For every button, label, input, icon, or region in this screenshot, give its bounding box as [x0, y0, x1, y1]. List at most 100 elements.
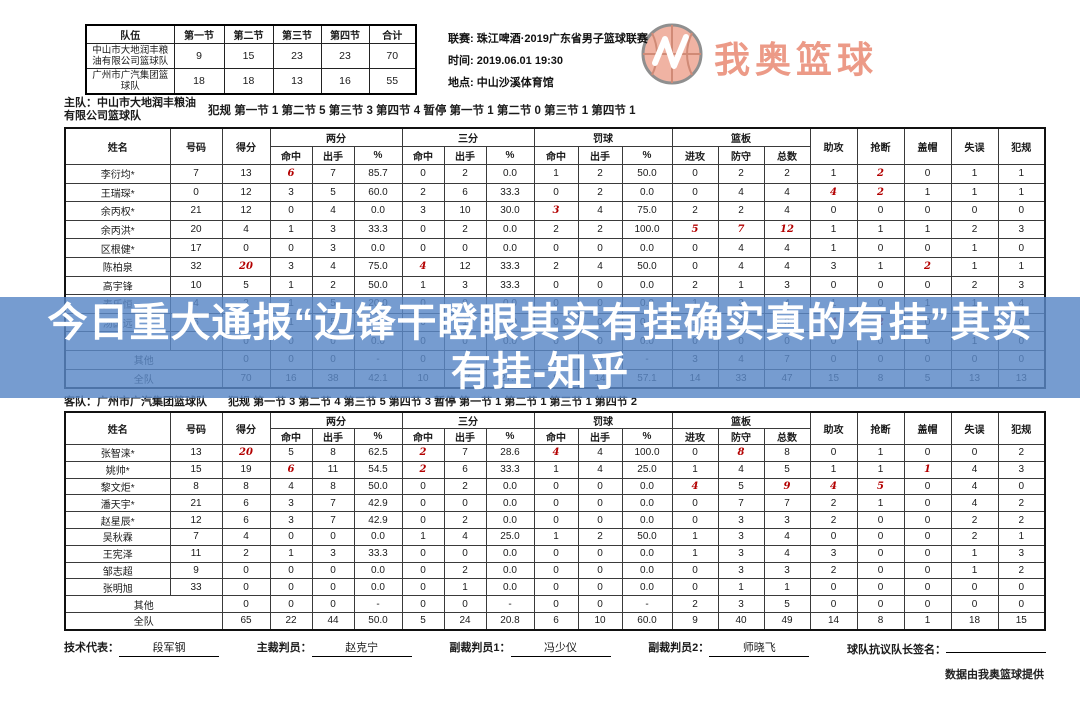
stat-cell: 7: [443, 444, 487, 462]
stat-cell: 4: [809, 182, 858, 203]
col-header-team: 队伍: [85, 24, 175, 44]
stat-cell: 0: [577, 511, 623, 529]
stat-cell: 0.0: [485, 578, 535, 597]
stat-cell: 0: [533, 494, 579, 513]
col-header-ft-pct: %: [621, 428, 673, 445]
stat-cell: 15: [169, 460, 223, 479]
player-name-cell: 潘天宇*: [64, 494, 171, 513]
stat-cell: 4: [269, 477, 313, 496]
stat-cell: 1: [809, 238, 858, 258]
stat-cell: 0: [997, 578, 1046, 597]
stat-cell: 20: [169, 219, 223, 240]
stat-cell: -: [621, 595, 673, 613]
stat-cell: 4: [671, 477, 719, 496]
stat-cell: 60.0: [621, 611, 673, 631]
stat-cell: 8: [169, 477, 223, 496]
stat-cell: 100.0: [621, 219, 673, 240]
stat-cell: 7: [311, 494, 355, 513]
away-team-header: 客队：广州市广汽集团篮球队 犯规 第一节 3 第二节 4 第三节 5 第四节 3…: [64, 393, 637, 409]
col-header-2p-made: 命中: [269, 146, 313, 165]
stat-cell: 5: [401, 611, 445, 631]
stat-cell: 2: [671, 595, 719, 613]
stat-cell: 0.0: [621, 494, 673, 513]
stat-cell: 2: [950, 527, 999, 546]
col-header-reb-off: 进攻: [671, 428, 719, 445]
stat-cell: 0: [903, 477, 952, 496]
stat-cell: 0: [401, 561, 445, 580]
stat-cell: 4: [763, 544, 811, 563]
signature-label: 球队抗议队长签名：: [847, 644, 946, 656]
stat-cell: 85.7: [353, 164, 403, 184]
stat-cell: 15: [997, 611, 1046, 631]
stat-cell: 0: [533, 238, 579, 258]
stat-cell: 0: [401, 595, 445, 613]
stat-cell: 0.0: [621, 275, 673, 296]
stat-cell: 1: [950, 164, 999, 184]
stat-cell: 0: [903, 201, 952, 221]
stat-cell: 3: [401, 201, 445, 221]
stat-cell: 0: [221, 595, 271, 613]
signature-item: 球队抗议队长签名：: [847, 641, 1046, 657]
stat-cell: 0: [221, 561, 271, 580]
col-header-steal: 抢断: [856, 127, 905, 165]
stat-cell: 17: [169, 238, 223, 258]
stat-cell: 0: [533, 544, 579, 563]
stat-cell: 75.0: [353, 256, 403, 277]
stat-cell: 5: [856, 477, 905, 496]
stats-header-row-1: 姓名 号码 得分 两分 三分 罚球 篮板 助攻 抢断 盖帽 失误 犯规: [64, 127, 1046, 165]
stat-cell: 2: [577, 164, 623, 184]
stat-cell: 62.5: [353, 444, 403, 462]
col-header-ft-made: 命中: [533, 428, 579, 445]
col-header-number: 号码: [169, 127, 223, 165]
stat-cell: 1: [401, 527, 445, 546]
col-header-foul: 犯规: [997, 411, 1046, 445]
stat-cell: 0: [997, 238, 1046, 258]
stat-cell: 0: [903, 164, 952, 184]
stat-cell: 0: [809, 444, 858, 462]
quarter-score-cell: 55: [368, 68, 417, 95]
stat-cell: 0.0: [485, 544, 535, 563]
stat-cell: 50.0: [353, 477, 403, 496]
stat-cell: 4: [221, 219, 271, 240]
stat-cell: 0: [533, 275, 579, 296]
player-row: 邹志超 9 0 0 0 0.0 0 2 0.0 0 0 0.0 0 3 3 2 0 0 1 2: [64, 561, 1046, 580]
stat-cell: 0: [671, 561, 719, 580]
stat-cell: 0.0: [621, 477, 673, 496]
stat-cell: 0: [443, 544, 487, 563]
stat-cell: 0: [401, 238, 445, 258]
stat-cell: 12: [443, 256, 487, 277]
signature-item: 主裁判员： 赵克宁: [257, 639, 412, 657]
venue-line: 地点: 中山沙溪体育馆: [448, 77, 554, 89]
stat-cell: 3: [997, 275, 1046, 296]
stat-cell: 9: [763, 477, 811, 496]
stat-cell: 2: [533, 219, 579, 240]
stat-cell: 1: [717, 578, 765, 597]
stat-cell: 5: [763, 595, 811, 613]
stat-cell: 3: [717, 544, 765, 563]
col-header-foul: 犯规: [997, 127, 1046, 165]
stat-cell: 0: [856, 201, 905, 221]
stat-cell: 0: [997, 201, 1046, 221]
stat-cell: 21: [169, 494, 223, 513]
col-header-reb-def: 防守: [717, 146, 765, 165]
stat-cell: 0: [443, 595, 487, 613]
stat-cell: 2: [311, 275, 355, 296]
stat-cell: 0.0: [485, 494, 535, 513]
col-header-2p-att: 出手: [311, 146, 355, 165]
stat-cell: 1: [809, 460, 858, 479]
stat-cell: 0: [809, 578, 858, 597]
stat-cell: 0: [809, 275, 858, 296]
stat-cell: 4: [717, 182, 765, 203]
stat-cell: 3: [809, 544, 858, 563]
stat-cell: 100.0: [621, 444, 673, 462]
stat-cell: 42.9: [353, 494, 403, 513]
stat-cell: 8: [856, 611, 905, 631]
col-header-reb-def: 防守: [717, 428, 765, 445]
stat-cell: 11: [169, 544, 223, 563]
stat-cell: 44: [311, 611, 355, 631]
stat-cell: 6: [221, 494, 271, 513]
data-provider-note: 数据由我奥篮球提供: [945, 669, 1044, 681]
player-name-cell: 王瑞琛*: [64, 182, 171, 203]
stat-cell: 4: [533, 444, 579, 462]
player-name-cell: 姚帅*: [64, 460, 171, 479]
